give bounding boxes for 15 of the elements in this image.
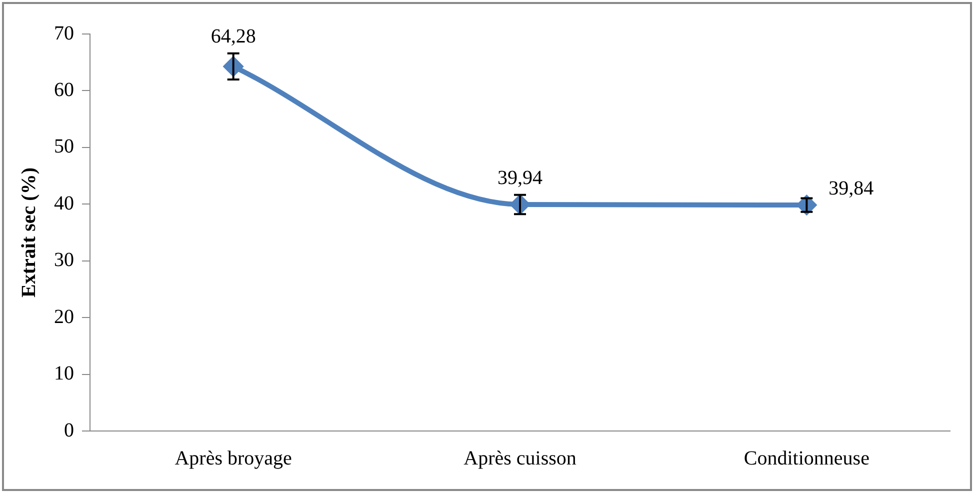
data-label: 64,28 (210, 26, 256, 48)
y-tick-label: 30 (54, 249, 74, 272)
y-tick-label: 70 (54, 22, 74, 44)
y-tick-label: 50 (54, 136, 74, 158)
x-tick-label: Après cuisson (464, 447, 576, 470)
y-tick-label: 40 (54, 192, 74, 214)
y-tick-label: 10 (54, 362, 74, 385)
y-tick-label: 20 (54, 306, 74, 328)
y-tick-label: 0 (64, 419, 74, 442)
y-tick-label: 60 (54, 78, 74, 101)
x-tick-label: Après broyage (174, 447, 292, 470)
data-label: 39,84 (828, 177, 874, 200)
x-tick-label: Conditionneuse (744, 447, 870, 470)
data-label: 39,94 (498, 167, 542, 190)
y-axis-title: Extrait sec (%) (18, 168, 40, 298)
